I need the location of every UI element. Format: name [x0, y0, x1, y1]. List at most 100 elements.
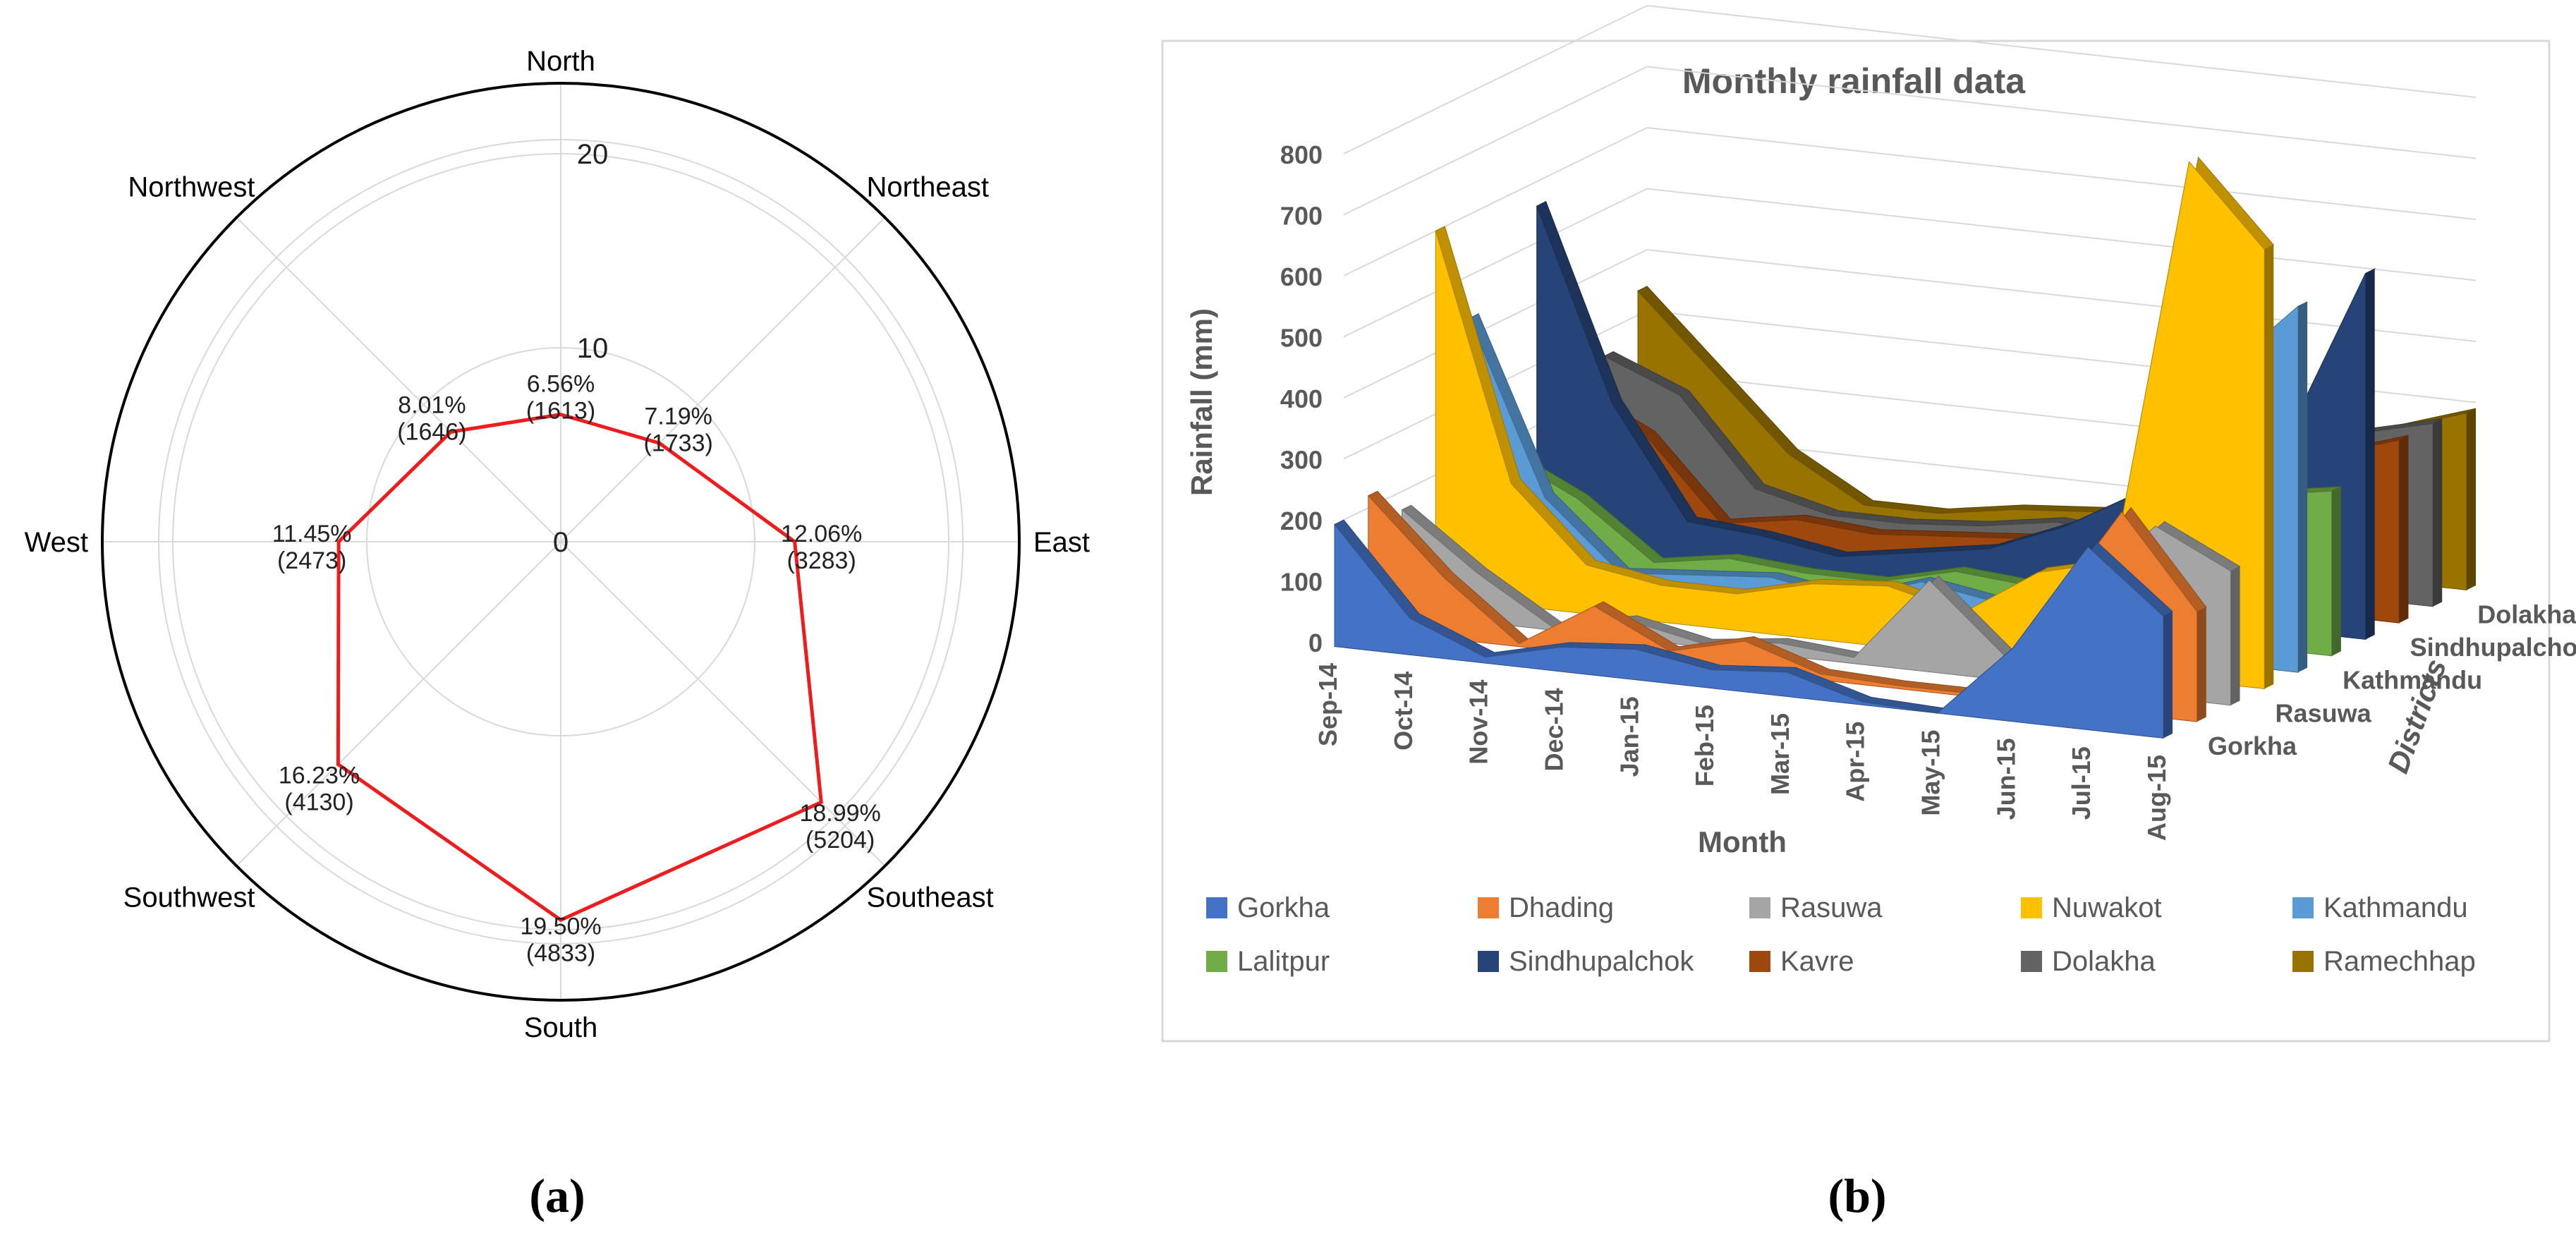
y-tick-label: 100	[1280, 568, 1323, 597]
radar-percent-label: 6.56%	[527, 371, 595, 398]
radar-direction-label: South	[524, 1012, 598, 1043]
radar-direction-label: Southeast	[867, 882, 994, 913]
area-side	[2298, 301, 2308, 673]
legend-label: Dhading	[1509, 892, 1614, 923]
radar-tick-label: 0	[553, 527, 569, 558]
legend-label: Lalitpur	[1237, 946, 1330, 977]
chart-title: Monthly rainfall data	[1682, 61, 2026, 101]
x-tick-label: Aug-15	[2142, 755, 2171, 841]
x-tick-label: Nov-14	[1464, 680, 1493, 765]
radar-tick-label: 20	[577, 139, 609, 170]
radar-direction-label: North	[526, 46, 595, 77]
radar-percent-label: 16.23%	[279, 762, 360, 789]
radar-spoke	[560, 217, 886, 542]
depth-tick-label: Gorkha	[2208, 731, 2297, 760]
y-gridline	[1343, 66, 2477, 216]
radar-count-label: (1646)	[397, 418, 466, 445]
radar-direction-label: Southwest	[123, 882, 255, 913]
radar-count-label: (5204)	[806, 827, 875, 854]
x-tick-label: May-15	[1916, 730, 1945, 816]
legend-label: Nuwakot	[2052, 892, 2162, 923]
area-side	[2331, 486, 2341, 656]
x-tick-label: Jun-15	[1991, 738, 2020, 820]
x-tick-label: Mar-15	[1766, 713, 1794, 795]
depth-tick-label: Kathmandu	[2343, 666, 2482, 695]
x-tick-label: Oct-14	[1389, 672, 1418, 751]
area-side	[2230, 566, 2240, 705]
y-axis-title: Rainfall (mm)	[1185, 308, 1218, 496]
y-tick-label: 600	[1280, 262, 1323, 291]
area-side	[2399, 435, 2409, 624]
area-3d-chart: Monthly rainfall data 0 100 200 300 400 500 600…	[1161, 4, 2576, 1043]
y-gridline	[1343, 4, 2477, 154]
legend-swatch	[1478, 951, 1499, 972]
legend-swatch	[1749, 897, 1770, 918]
legend-swatch	[1478, 897, 1499, 918]
legend-label: Ramechhap	[2323, 946, 2476, 977]
radar-count-label: (4130)	[284, 789, 353, 815]
legend-swatch	[1749, 951, 1770, 972]
area-side	[2264, 245, 2274, 689]
area-series	[1334, 519, 2173, 739]
legend-swatch	[2021, 951, 2042, 972]
radar-percent-label: 8.01%	[398, 391, 466, 418]
radar-count-label: (2473)	[277, 547, 346, 574]
legend-swatch	[1206, 897, 1227, 918]
legend-swatch	[2292, 951, 2314, 972]
legend-label: Sindhupalchok	[1509, 946, 1694, 977]
x-tick-label: Jul-15	[2067, 746, 2096, 820]
y-tick-label: 800	[1280, 140, 1323, 169]
legend-swatch	[2021, 897, 2042, 918]
legend-label: Rasuwa	[1780, 892, 1883, 923]
y-tick-label: 0	[1308, 628, 1323, 657]
depth-tick-label: Rasuwa	[2276, 698, 2372, 727]
area-side	[2163, 612, 2173, 739]
radar-direction-label: East	[1033, 527, 1090, 558]
radar-count-label: (3283)	[787, 547, 856, 574]
area-side	[2365, 269, 2375, 640]
legend-swatch	[2292, 897, 2314, 918]
y-tick-label: 400	[1280, 384, 1323, 413]
y-tick-label: 200	[1280, 506, 1323, 535]
panel-label-b: (b)	[1828, 1169, 1886, 1222]
x-tick-label: Dec-14	[1539, 688, 1568, 771]
radar-spoke	[236, 217, 561, 542]
area-side	[2467, 408, 2476, 590]
panel-label-a: (a)	[529, 1169, 585, 1222]
radar-direction-label: Northwest	[128, 171, 255, 202]
radar-percent-label: 11.45%	[272, 521, 352, 547]
radar-percent-label: 7.19%	[644, 403, 712, 430]
x-tick-label: Sep-14	[1313, 663, 1342, 746]
x-tick-label: Feb-15	[1690, 705, 1719, 787]
radar-outer-ring	[101, 82, 1021, 1002]
radar-count-label: (4833)	[526, 940, 595, 966]
x-tick-label: Apr-15	[1841, 722, 1870, 802]
depth-tick-label: Sindhupalchok	[2410, 633, 2576, 662]
depth-tick-label: Dolakha	[2477, 600, 2576, 628]
radar-tick-label: 10	[577, 333, 609, 364]
radar-count-label: (1613)	[526, 398, 595, 425]
y-tick-label: 300	[1280, 446, 1323, 475]
y-tick-label: 500	[1280, 324, 1323, 353]
legend-label: Kathmandu	[2323, 892, 2468, 923]
x-tick-label: Jan-15	[1615, 696, 1644, 777]
x-axis-title: Month	[1698, 825, 1787, 858]
y-tick-label: 700	[1280, 202, 1323, 231]
radar-percent-label: 18.99%	[799, 800, 880, 827]
radar-spoke	[236, 541, 561, 867]
radar-percent-label: 12.06%	[781, 521, 862, 547]
legend-label: Dolakha	[2052, 946, 2156, 977]
radar-chart: 0 10 20 North Northeast East Southeast South Sou…	[25, 46, 1090, 1043]
radar-direction-label: West	[25, 527, 88, 558]
area-side	[2433, 418, 2443, 607]
area-side	[2197, 607, 2206, 722]
legend-label: Gorkha	[1237, 892, 1330, 923]
radar-series-line	[336, 413, 823, 923]
legend-swatch	[1206, 951, 1227, 972]
legend-label: Kavre	[1780, 946, 1854, 977]
radar-percent-label: 19.50%	[520, 913, 601, 940]
radar-count-label: (1733)	[644, 430, 713, 456]
legend: Gorkha Dhading Rasuwa Nuwakot Kathmandu Lalit…	[1206, 892, 2476, 977]
radar-direction-label: Northeast	[867, 171, 989, 202]
